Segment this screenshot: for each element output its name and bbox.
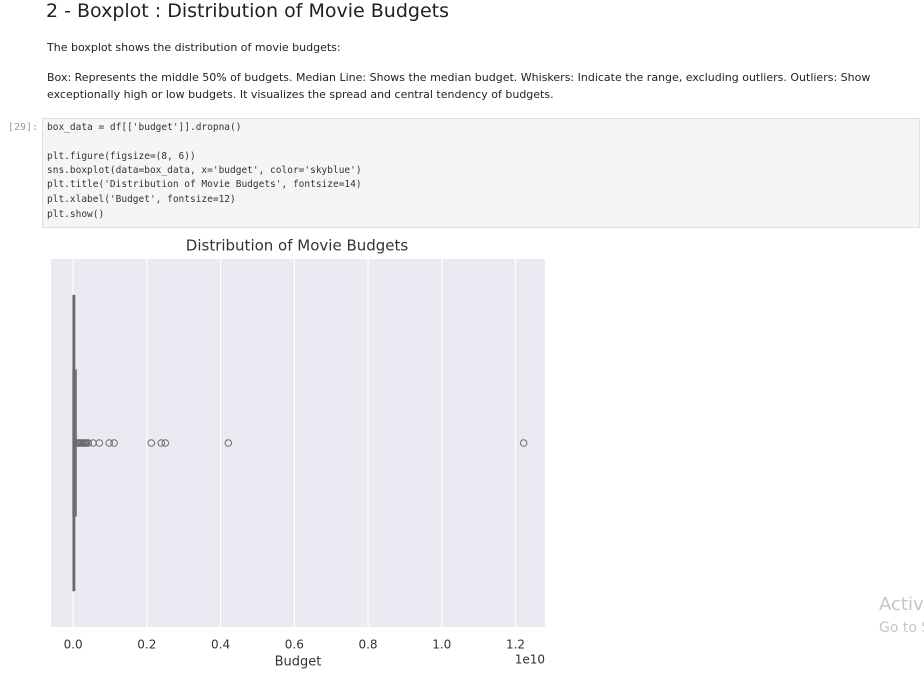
outlier bbox=[147, 439, 156, 447]
code-line: plt.title('Distribution of Movie Budgets… bbox=[47, 179, 362, 190]
x-tick-label: 0.8 bbox=[358, 638, 377, 652]
code-cell[interactable] bbox=[42, 118, 920, 228]
paragraph: The boxplot shows the distribution of mo… bbox=[47, 41, 341, 54]
outlier bbox=[224, 439, 233, 447]
heading: 2 - Boxplot : Distribution of Movie Budg… bbox=[46, 0, 449, 22]
plot-area bbox=[51, 259, 545, 627]
outlier bbox=[105, 439, 114, 447]
watermark: Activ bbox=[879, 594, 924, 615]
outlier bbox=[84, 439, 93, 447]
watermark: Go to S bbox=[879, 620, 924, 636]
x-offset-label: 1e10 bbox=[515, 653, 545, 667]
chart-title: Distribution of Movie Budgets bbox=[186, 237, 409, 255]
code-line: plt.show() bbox=[47, 209, 105, 220]
code-line: box_data = df[['budget']].dropna() bbox=[47, 122, 242, 133]
x-tick-label: 1.2 bbox=[506, 638, 525, 652]
x-axis-label: Budget bbox=[275, 655, 322, 670]
x-tick-label: 0.2 bbox=[137, 638, 156, 652]
x-tick-label: 0.0 bbox=[64, 638, 83, 652]
chart: Distribution of Movie Budgets Budget 1e1… bbox=[51, 237, 545, 670]
prompt: [29]: bbox=[8, 122, 39, 133]
x-tick-label: 0.4 bbox=[211, 638, 230, 652]
outlier bbox=[110, 439, 118, 447]
outlier bbox=[95, 439, 104, 447]
x-tick-label: 0.6 bbox=[285, 638, 304, 652]
outlier bbox=[161, 439, 170, 447]
x-tick-label: 1.0 bbox=[432, 638, 451, 652]
code-line: sns.boxplot(data=box_data, x='budget', c… bbox=[47, 165, 362, 176]
paragraph: Box: Represents the middle 50% of budget… bbox=[47, 71, 871, 101]
code-line: plt.xlabel('Budget', fontsize=12) bbox=[47, 194, 236, 205]
outlier bbox=[519, 439, 528, 447]
code-line: plt.figure(figsize=(8, 6)) bbox=[47, 151, 196, 162]
outlier bbox=[157, 439, 166, 447]
